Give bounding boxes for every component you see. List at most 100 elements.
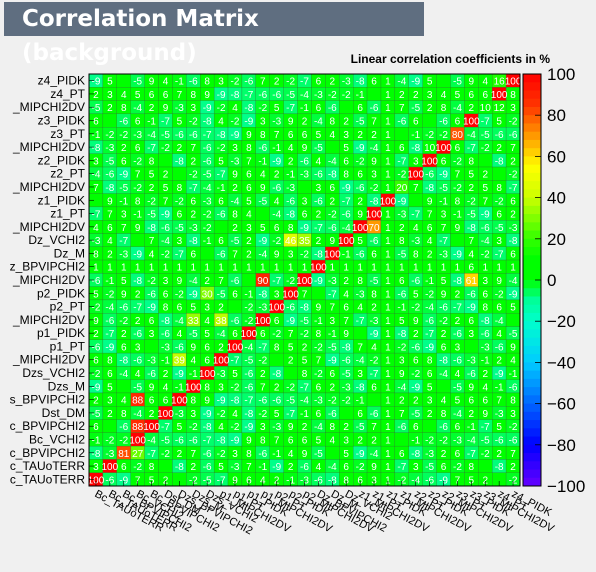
cell-value-label: 6 <box>510 249 516 260</box>
cell-value-label: -2 <box>425 289 434 300</box>
cell-value-label: -2 <box>481 449 490 460</box>
cell-value-label: 1 <box>385 103 391 114</box>
colorbar-tick-label: −60 <box>547 395 576 414</box>
cell-value-label: 6 <box>482 289 488 300</box>
cell-value-label: 6 <box>107 369 113 380</box>
cell-value-label: 2 <box>330 77 336 88</box>
cell-value-label: 3 <box>121 210 127 221</box>
cell-value-label: 2 <box>496 143 502 154</box>
cell-value-label: -4 <box>231 196 240 207</box>
cell-value-label: -4 <box>328 156 337 167</box>
colorbar-band <box>523 296 541 306</box>
cell-value-label: 4 <box>190 356 196 367</box>
cell-value-label: -8 <box>425 183 434 194</box>
cell-value-label: 1 <box>385 249 391 260</box>
cell-value-label: 100 <box>268 303 285 314</box>
cell-value-label: 5 <box>288 342 294 353</box>
cell-value-label: 2 <box>288 356 294 367</box>
cell-value-label: -1 <box>439 196 448 207</box>
cell-value-label: 4 <box>455 369 461 380</box>
cell-value-label: -2 <box>425 435 434 446</box>
cell-value-label: 7 <box>510 449 516 460</box>
cell-value-label: 8 <box>149 156 155 167</box>
cell-value-label: -2 <box>509 170 518 181</box>
cell-value-label: 2 <box>343 422 349 433</box>
cell-value-label: -4 <box>217 329 226 340</box>
cell-value-label: -4 <box>314 117 323 128</box>
cell-value-label: 2 <box>93 329 99 340</box>
colorbar-band <box>523 189 541 199</box>
cell-value-label: 2 <box>177 143 183 154</box>
cell-value-label: -5 <box>231 236 240 247</box>
cell-value-label: -6 <box>244 77 253 88</box>
cell-value-label: -6 <box>495 342 504 353</box>
cell-value-label: -2 <box>453 183 462 194</box>
cell-value-label: 2 <box>371 435 377 446</box>
colorbar-tick-label: 80 <box>547 106 566 125</box>
cell-value-label: 6 <box>135 117 141 128</box>
cell-value-label: -5 <box>105 156 114 167</box>
cell-value-label: -9 <box>244 422 253 433</box>
cell-value-label: 4 <box>427 236 433 247</box>
cell-value-label: 100 <box>227 342 244 353</box>
colorbar-band <box>523 230 541 240</box>
cell-value-label: -8 <box>203 422 212 433</box>
cell-value-label: -7 <box>314 223 323 234</box>
heatmap-cell <box>339 100 354 115</box>
cell-value-label: 4 <box>135 369 141 380</box>
cell-value-label: -6 <box>481 223 490 234</box>
cell-value-label: -3 <box>397 210 406 221</box>
cell-value-label: 1 <box>385 263 391 274</box>
cell-value-label: -6 <box>509 382 518 393</box>
cell-value-label: 9 <box>246 130 252 141</box>
cell-value-label: -9 <box>91 382 100 393</box>
cell-value-label: 1 <box>441 263 447 274</box>
cell-value-label: -7 <box>105 329 114 340</box>
cell-value-label: -1 <box>203 236 212 247</box>
cell-value-label: -6 <box>286 196 295 207</box>
cell-value-label: -3 <box>411 236 420 247</box>
cell-value-label: 1 <box>260 263 266 274</box>
cell-value-label: -7 <box>244 90 253 101</box>
cell-value-label: -7 <box>453 303 462 314</box>
cell-value-label: -3 <box>175 103 184 114</box>
cell-value-label: -5 <box>397 249 406 260</box>
cell-value-label: 5 <box>260 223 266 234</box>
cell-value-label: 6 <box>455 117 461 128</box>
cell-value-label: 10 <box>424 143 436 154</box>
cell-value-label: 1 <box>399 263 405 274</box>
heatmap-cell <box>255 206 270 221</box>
cell-value-label: 2 <box>469 183 475 194</box>
heatmap-cell <box>366 87 382 101</box>
cell-value-label: -9 <box>411 77 420 88</box>
colorbar-band <box>523 428 541 438</box>
cell-value-label: 2 <box>135 316 141 327</box>
colorbar-band <box>523 123 541 133</box>
heatmap-cell <box>283 366 298 380</box>
cell-value-label: -2 <box>231 422 240 433</box>
cell-value-label: 3 <box>177 236 183 247</box>
cell-value-label: 6 <box>93 422 99 433</box>
cell-value-label: 2 <box>413 329 419 340</box>
cell-value-label: 7 <box>121 223 127 234</box>
cell-value-label: -6 <box>244 369 253 380</box>
y-tick-label: _MIPCHI2DV <box>12 220 85 234</box>
cell-value-label: -7 <box>244 396 253 407</box>
cell-value-label: 6 <box>413 117 419 128</box>
cell-value-label: 7 <box>441 223 447 234</box>
cell-value-label: 6 <box>107 223 113 234</box>
cell-value-label: -2 <box>314 369 323 380</box>
cell-value-label: -8 <box>105 183 114 194</box>
colorbar-band <box>523 255 541 265</box>
cell-value-label: 3 <box>343 435 349 446</box>
cell-value-label: 100 <box>296 276 313 287</box>
cell-value-label: 6 <box>343 462 349 473</box>
colorbar-band <box>523 469 541 479</box>
cell-value-label: -6 <box>217 249 226 260</box>
cell-value-label: -2 <box>272 236 281 247</box>
cell-value-label: -7 <box>467 449 476 460</box>
cell-value-label: -3 <box>161 342 170 353</box>
cell-value-label: 3 <box>357 369 363 380</box>
cell-value-label: -6 <box>425 316 434 327</box>
cell-value-label: 8 <box>302 369 308 380</box>
